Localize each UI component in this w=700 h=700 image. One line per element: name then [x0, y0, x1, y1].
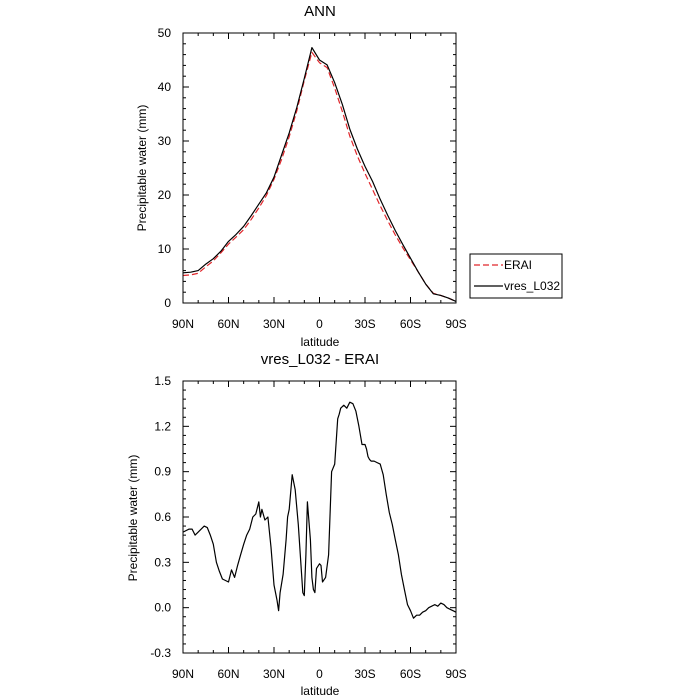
legend-label-vres: vres_L032	[504, 279, 560, 293]
series-group	[182, 401, 457, 619]
axes-group: 90N 60N 30N 0 30S 60S 90S 0 10 20 30 40 50	[158, 26, 467, 331]
plot-frame	[182, 32, 457, 304]
x-tick-label: 60N	[217, 317, 239, 331]
x-tick-label: 90S	[445, 667, 466, 681]
x-tick-label: 60S	[400, 317, 421, 331]
axes-group: 90N 60N 30N 0 30S 60S 90S -0.3 0.0 0.3 0.6 0.9 1.2 1.…	[150, 374, 466, 681]
y-tick-label: 0.3	[154, 555, 171, 569]
x-axis-label: latitude	[301, 335, 340, 349]
y-tick-label: 20	[158, 188, 172, 202]
x-tick-label: 60S	[400, 667, 421, 681]
y-tick-label: -0.3	[150, 646, 171, 660]
chart-title: ANN	[304, 3, 336, 20]
y-tick-label: 0.6	[154, 510, 171, 524]
x-tick-label: 90S	[445, 317, 466, 331]
x-tick-label: 30S	[354, 317, 375, 331]
y-axis-label: Precipitable water (mm)	[135, 105, 149, 232]
x-tick-label: 90N	[172, 667, 194, 681]
series-line-vres-l032	[182, 46, 457, 302]
chart-difference: vres_L032 - ERAI Precipitable water (mm)…	[126, 351, 467, 698]
x-tick-label: 90N	[172, 317, 194, 331]
plot-frame	[182, 380, 457, 654]
y-tick-label: 0	[164, 296, 171, 310]
series-line-vres-l032-erai	[182, 401, 457, 619]
y-tick-label: 1.5	[154, 374, 171, 388]
y-tick-label: 30	[158, 134, 172, 148]
legend-box	[469, 253, 563, 299]
legend-label-erai: ERAI	[504, 258, 532, 272]
x-tick-label: 0	[316, 317, 323, 331]
y-tick-label: 50	[158, 26, 172, 40]
y-axis-label: Precipitable water (mm)	[126, 455, 140, 582]
chart-ann: ANN Precipitable water (mm) latitude 90N…	[135, 3, 563, 349]
series-group	[182, 46, 457, 302]
x-tick-label: 30S	[354, 667, 375, 681]
x-tick-label: 30N	[263, 667, 285, 681]
legend: ERAI vres_L032	[469, 253, 563, 299]
y-tick-label: 0.0	[154, 601, 171, 615]
y-tick-label: 0.9	[154, 465, 171, 479]
y-tick-label: 10	[158, 242, 172, 256]
x-tick-label: 60N	[217, 667, 239, 681]
chart-title: vres_L032 - ERAI	[261, 351, 379, 368]
y-tick-label: 1.2	[154, 419, 171, 433]
x-tick-label: 30N	[263, 317, 285, 331]
x-axis-label: latitude	[301, 684, 340, 698]
x-tick-label: 0	[316, 667, 323, 681]
series-line-erai	[182, 51, 457, 302]
y-tick-label: 40	[158, 80, 172, 94]
